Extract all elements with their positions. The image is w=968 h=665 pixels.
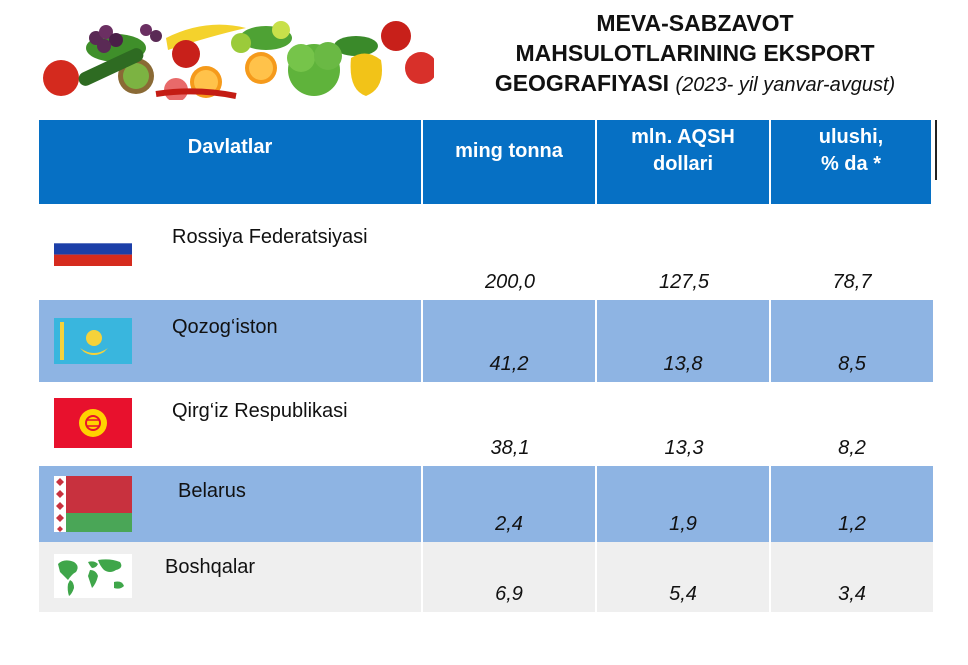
title-period: (2023- yil yanvar-avgust): [675, 74, 896, 96]
title-line-3: GEOGRAFIYASI (2023- yil yanvar-avgust): [440, 68, 950, 100]
usd-value: 13,3: [664, 437, 704, 459]
table-header: Davlatlar ming tonna mln. AQSH dollari u…: [39, 120, 937, 204]
tonnes-value: 200,0: [484, 271, 536, 293]
share-value: 78,7: [832, 271, 872, 293]
belarus-flag: [54, 476, 132, 532]
header-share-line-2: % da *: [820, 153, 881, 175]
country-name: Qozog‘iston: [172, 316, 278, 338]
country-name: Belarus: [178, 480, 246, 502]
usd-value: 127,5: [658, 271, 710, 293]
header-edge-divider: [935, 120, 937, 180]
share-value: 3,4: [838, 583, 866, 605]
world-map-icon: [54, 554, 132, 598]
table-row: Qozog‘iston 41,2 13,8 8,5: [39, 300, 933, 382]
kyrgyzstan-flag: [54, 398, 132, 448]
share-value: 8,5: [838, 353, 866, 375]
russia-flag: [54, 232, 132, 266]
tonnes-value: 6,9: [495, 583, 523, 605]
header-share-line-1: ulushi,: [818, 126, 884, 148]
usd-value: 13,8: [663, 353, 703, 375]
country-name: Boshqalar: [165, 556, 256, 578]
share-value: 1,2: [838, 513, 866, 535]
table-row: Boshqalar 6,9 5,4 3,4: [39, 542, 933, 612]
title-line-1: MEVA-SABZAVOT: [596, 10, 794, 36]
title-line-2: MAHSULOTLARINING EKSPORT: [515, 40, 875, 66]
table-row: Rossiya Federatsiyasi 200,0 127,5 78,7: [39, 204, 933, 300]
header-usd-line-1: mln. AQSH: [631, 126, 735, 148]
tonnes-value: 2,4: [495, 513, 523, 535]
header-share-percent: ulushi, % da *: [771, 120, 931, 204]
page-title: MEVA-SABZAVOT MAHSULOTLARINING EKSPORT G…: [440, 8, 950, 100]
usd-value: 5,4: [669, 583, 697, 605]
tonnes-value: 41,2: [489, 353, 529, 375]
table-row: Qirg‘iz Respublikasi 38,1 13,3 8,2: [39, 382, 933, 466]
header-usd-line-2: dollari: [652, 153, 713, 175]
country-name: Rossiya Federatsiyasi: [172, 226, 368, 248]
title-line-3-text: GEOGRAFIYASI: [494, 70, 670, 96]
kazakhstan-flag: [54, 318, 132, 364]
share-value: 8,2: [838, 437, 866, 459]
usd-value: 1,9: [669, 513, 697, 535]
header-million-usd: mln. AQSH dollari: [597, 120, 771, 204]
fruits-vegetables-banner: [36, 8, 434, 100]
tonnes-value: 38,1: [490, 437, 530, 459]
table-row: Belarus 2,4 1,9 1,2: [39, 466, 933, 542]
header-countries: Davlatlar: [39, 120, 423, 204]
country-name: Qirg‘iz Respublikasi: [172, 400, 348, 422]
header-thousand-tonnes: ming tonna: [423, 120, 597, 204]
